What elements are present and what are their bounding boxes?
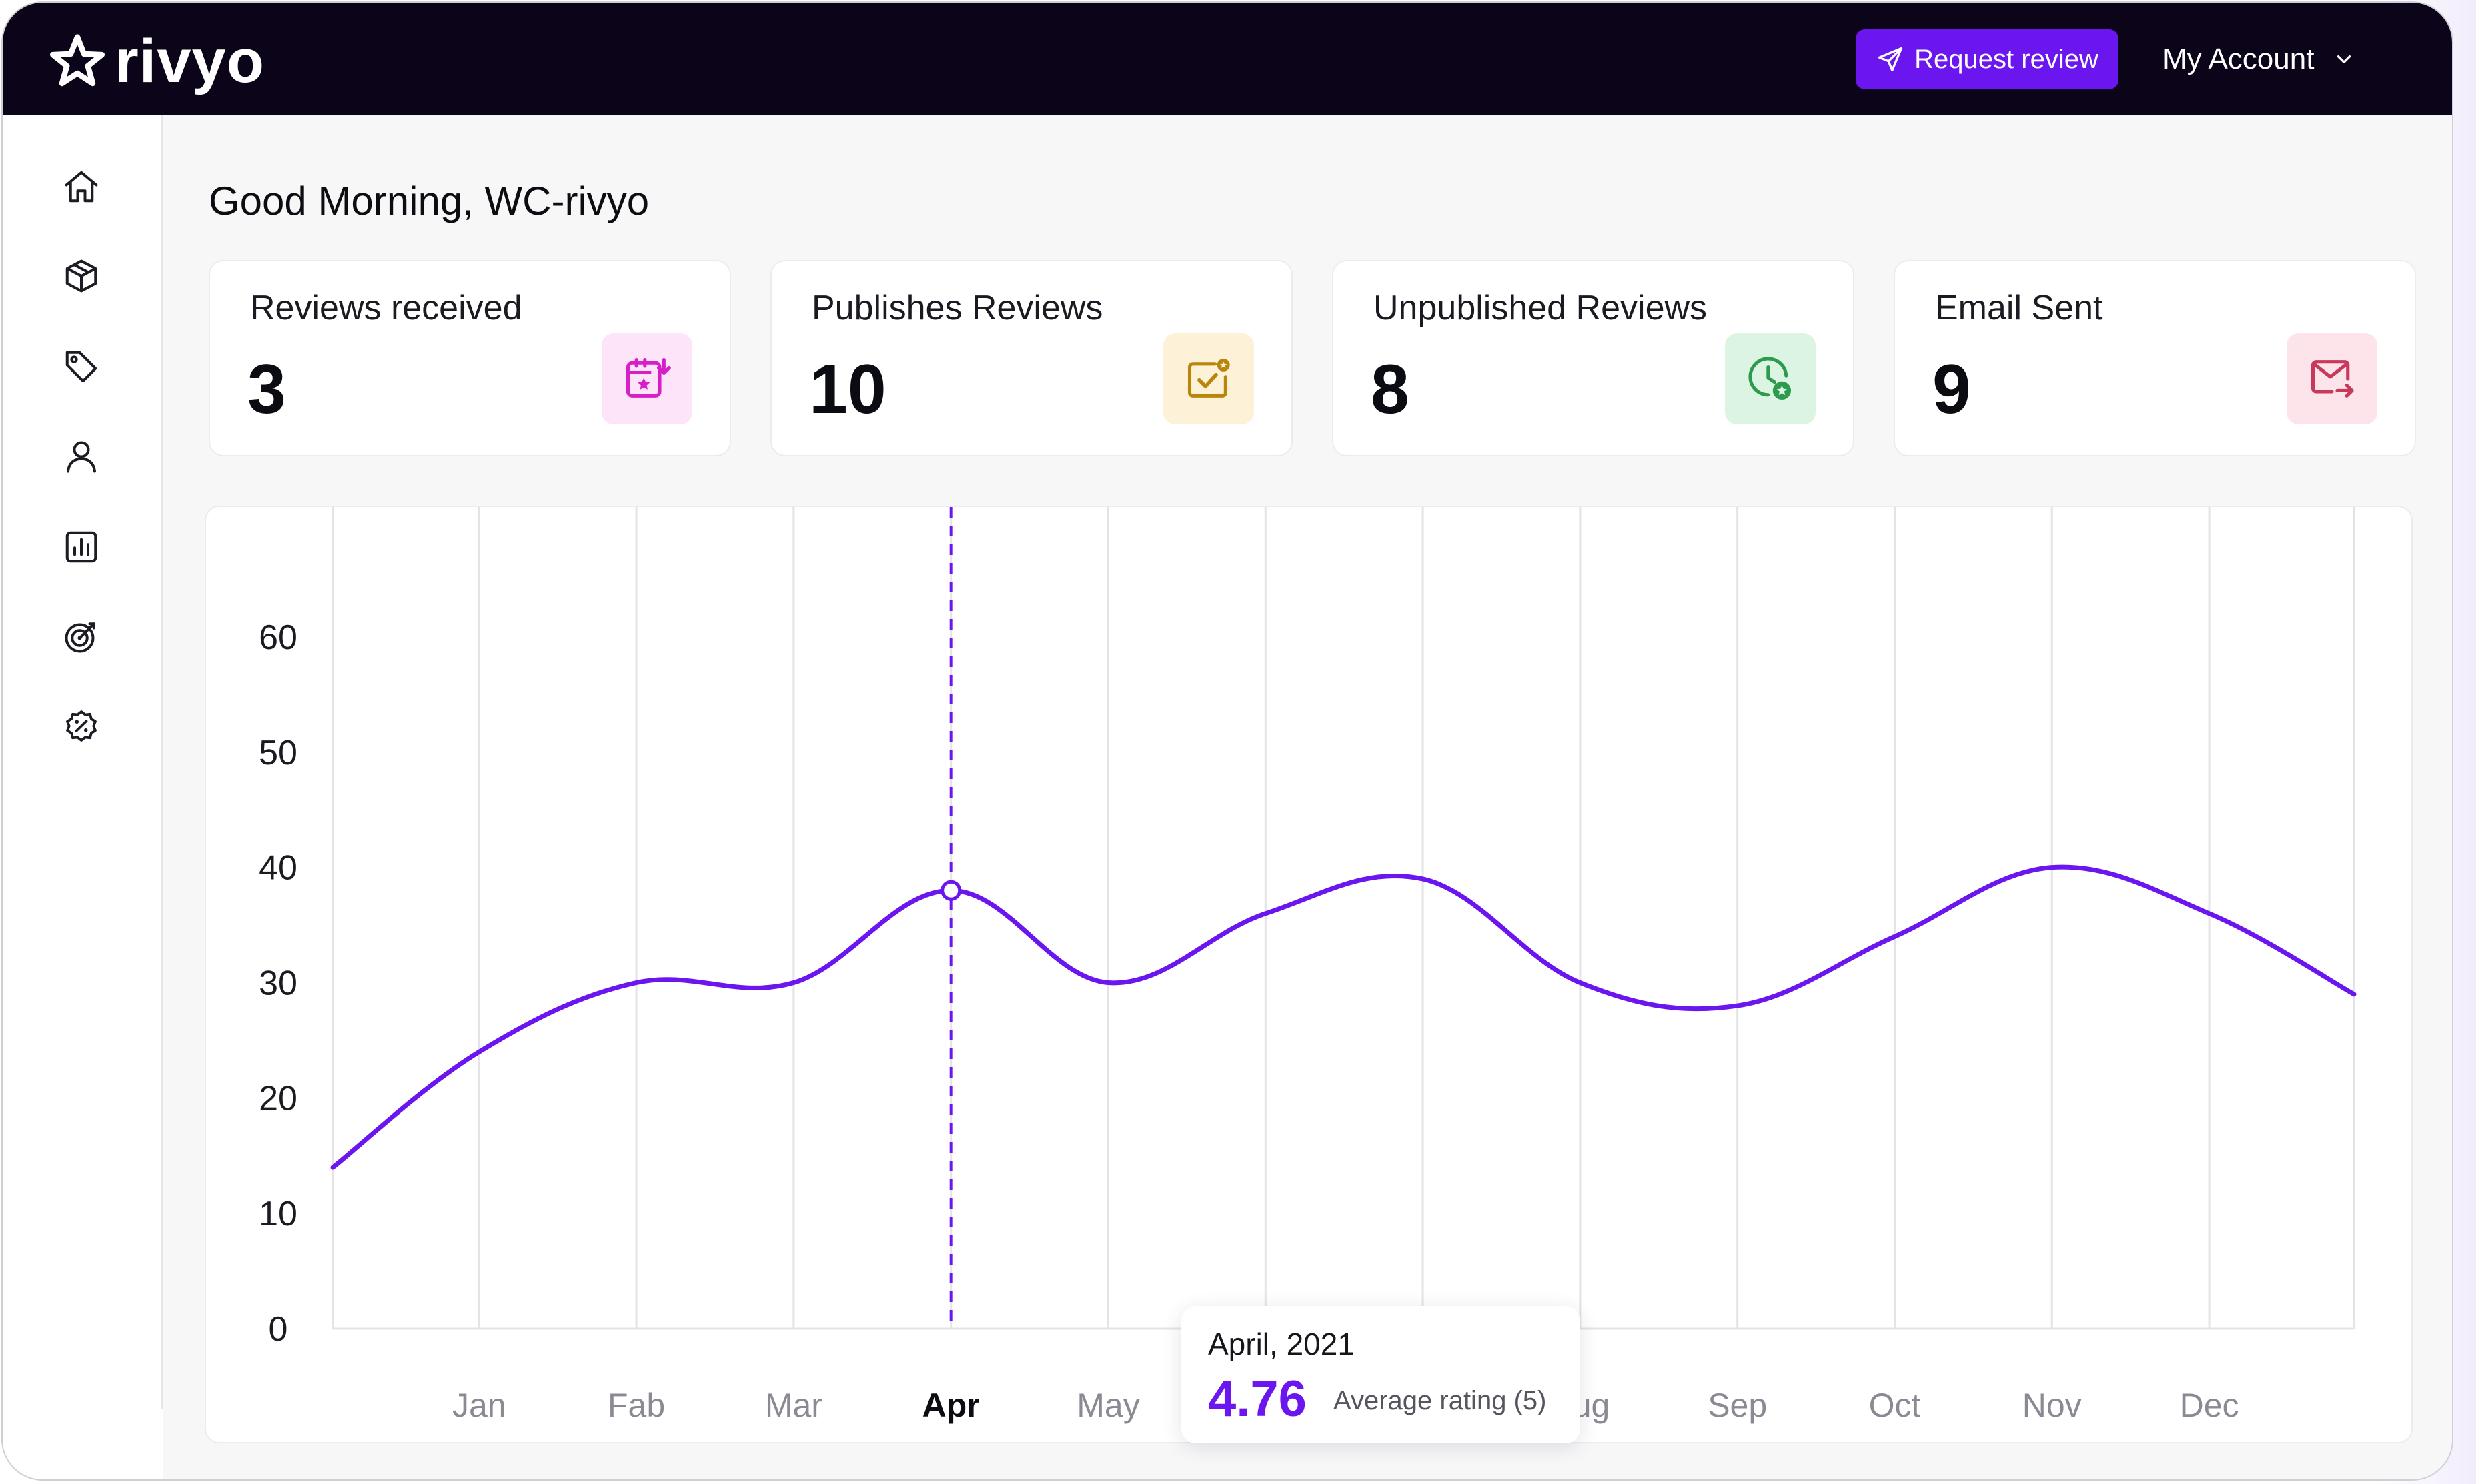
y-tick-label: 30 [259,964,297,1003]
brand-logo[interactable]: rivyo [47,31,265,92]
sidebar-item-discounts[interactable] [61,707,101,747]
box-icon [65,259,97,293]
sidebar-item-campaigns[interactable] [61,616,101,656]
home-icon [65,171,98,203]
x-tick-label: Jan [452,1387,506,1424]
approved-mail-icon [1187,358,1230,398]
chart-tooltip: April, 2021 4.76 Average rating (5) [1181,1306,1580,1443]
tag-icon [65,351,97,383]
stat-card-unpublished-reviews[interactable]: Unpublished Reviews 8 [1332,260,1854,456]
stat-icon-box [1725,333,1816,424]
account-menu[interactable]: My Account [2162,29,2355,89]
stat-value: 9 [1932,351,1971,428]
top-navigation-bar: rivyo Request review My Account [3,3,2452,115]
stat-value: 10 [809,351,886,428]
bar-chart-icon [65,531,97,563]
highlight-point [941,880,962,901]
tooltip-date: April, 2021 [1208,1327,1355,1361]
account-label: My Account [2162,43,2315,75]
x-tick-label: Nov [2022,1387,2082,1424]
send-icon [1878,47,1903,72]
star-logo-icon [49,34,105,87]
sidebar-item-home[interactable] [61,167,101,207]
x-tick-label: Sep [1708,1387,1767,1424]
stat-label: Unpublished Reviews [1373,289,1708,327]
stat-card-email-sent[interactable]: Email Sent 9 [1894,260,2416,456]
ratings-chart-card: 0102030405060JanFabMarAprMayJunJulAugSep… [205,506,2413,1443]
tooltip-caption: Average rating (5) [1333,1386,1547,1415]
stat-icon-box [2287,333,2377,424]
page-greeting: Good Morning, WC-rivyo [209,179,650,223]
stat-value: 3 [247,351,286,428]
stat-value: 8 [1371,351,1409,428]
x-tick-label: Mar [765,1387,822,1424]
main-content: Good Morning, WC-rivyo Reviews received … [163,115,2452,1479]
x-tick-label: May [1077,1387,1139,1424]
star-calendar-icon [626,357,671,398]
brand-name: rivyo [115,27,265,95]
y-tick-label: 10 [259,1195,297,1233]
mail-send-icon [2311,360,2354,398]
x-tick-label: Apr [922,1387,980,1424]
tooltip-value: 4.76 [1208,1371,1307,1427]
sidebar-item-customers[interactable] [61,436,101,476]
ratings-line-chart: 0102030405060JanFabMarAprMayJunJulAugSep… [259,507,2357,1424]
user-icon [67,441,96,473]
chevron-down-icon [2337,55,2351,63]
stat-card-published-reviews[interactable]: Publishes Reviews 10 [770,260,1293,456]
x-tick-label: Dec [2180,1387,2239,1424]
sidebar-item-products[interactable] [61,256,101,296]
y-tick-label: 50 [259,734,297,772]
request-review-label: Request review [1914,44,2098,74]
y-tick-label: 60 [259,618,297,657]
sidebar-item-analytics[interactable] [61,527,101,567]
stat-icon-box [1163,333,1254,424]
sidebar-item-tags[interactable] [61,347,101,387]
stat-label: Email Sent [1935,289,2103,327]
y-tick-label: 0 [269,1310,288,1349]
stat-card-reviews-received[interactable]: Reviews received 3 [209,260,731,456]
y-tick-label: 40 [259,849,297,888]
x-tick-label: Fab [608,1387,665,1424]
clock-star-icon [1748,357,1792,400]
discount-badge-icon [66,710,97,742]
request-review-button[interactable]: Request review [1856,29,2118,89]
x-tick-label: Oct [1869,1387,1921,1424]
target-icon [65,622,95,653]
stat-icon-box [602,333,692,424]
sidebar [3,115,163,1409]
y-tick-label: 20 [259,1079,297,1118]
series-line [330,864,2357,1170]
stat-label: Reviews received [250,289,522,327]
stat-label: Publishes Reviews [812,289,1103,327]
